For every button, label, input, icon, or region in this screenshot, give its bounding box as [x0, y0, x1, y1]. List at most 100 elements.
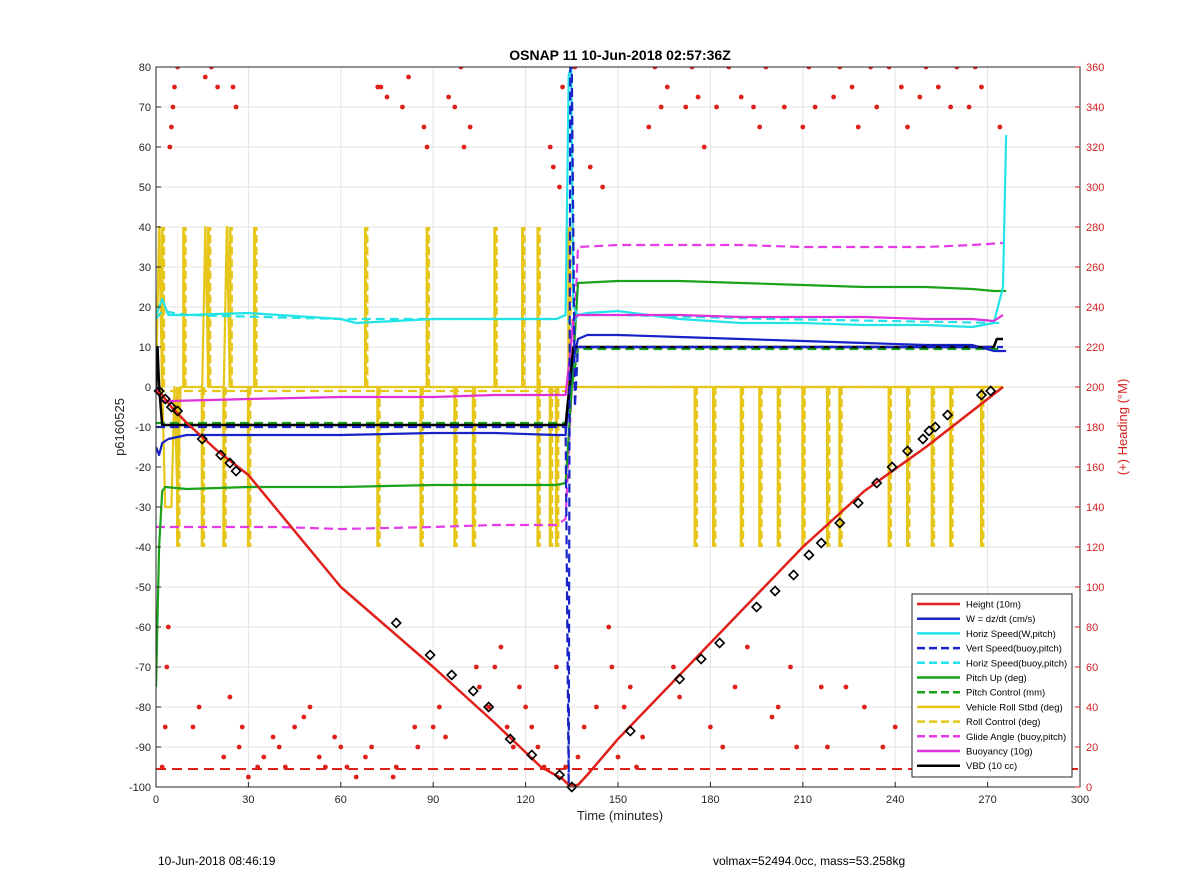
heading-point: [323, 764, 328, 770]
y2-tick-label: 40: [1086, 702, 1098, 714]
heading-point: [159, 764, 165, 770]
y-axis-right: 0 20 40 60 80 100 120 140 160 180 200 220 240 260 280 3…: [1075, 62, 1104, 794]
legend-label: Pitch Control (mm): [966, 688, 1045, 699]
heading-point: [557, 184, 562, 190]
y2-tick-label: 320: [1086, 142, 1104, 154]
heading-point: [307, 704, 313, 710]
heading-point: [917, 94, 923, 100]
heading-point: [868, 67, 873, 70]
heading-point: [255, 764, 261, 770]
heading-point: [563, 764, 569, 770]
heading-point: [923, 67, 929, 70]
y-tick-label: -90: [135, 742, 151, 754]
legend: Height (10m) W = dz/dt (cm/s) Horiz Speed(…: [911, 593, 1073, 778]
footer-volmax-mass: volmax=52494.0cc, mass=53.258kg: [713, 854, 906, 868]
heading-point: [621, 704, 627, 710]
heading-point: [554, 664, 559, 670]
y-tick-label: -50: [135, 582, 151, 594]
heading-point: [587, 164, 593, 170]
height-marker: [196, 433, 208, 445]
legend-label: Buoyancy (10g): [966, 747, 1033, 758]
x-tick-label: 150: [609, 794, 627, 806]
heading-point: [609, 664, 615, 670]
heading-point: [517, 684, 522, 690]
height-marker: [390, 617, 402, 629]
y-tick-label: 40: [139, 222, 151, 234]
height-marker: [985, 385, 997, 397]
legend-label: Pitch Up (deg): [966, 673, 1027, 684]
y2-tick-label: 20: [1086, 742, 1098, 754]
heading-point: [935, 84, 941, 90]
heading-point: [436, 704, 442, 710]
height-marker: [165, 401, 178, 413]
heading-point: [708, 724, 713, 730]
height-marker: [215, 449, 227, 461]
heading-point: [575, 754, 581, 760]
heading-point: [744, 644, 750, 650]
height-marker: [553, 769, 566, 781]
heading-point: [477, 684, 482, 690]
heading-point: [276, 744, 282, 750]
height-markers: [153, 385, 997, 793]
heading-point: [855, 124, 861, 130]
heading-point: [849, 84, 855, 90]
height-marker: [224, 457, 236, 469]
y-axis-left: -100-90-80-70-60-50-40-30-20-10010203040…: [129, 62, 161, 794]
height-marker: [230, 465, 242, 477]
height-marker: [624, 725, 636, 737]
heading-point: [167, 144, 173, 150]
heading-point: [169, 124, 174, 130]
y-tick-label: -70: [135, 662, 151, 674]
legend-label: Horiz Speed(W,pitch): [966, 629, 1056, 640]
heading-point: [165, 624, 171, 630]
heading-point: [535, 744, 541, 750]
y2-tick-label: 0: [1086, 782, 1092, 794]
heading-point: [763, 67, 769, 70]
heading-point: [467, 124, 473, 130]
heading-point: [523, 704, 528, 710]
heading-point: [458, 67, 464, 70]
heading-point: [806, 67, 812, 70]
y-tick-label: 70: [139, 102, 151, 114]
y2-tick-label: 100: [1086, 582, 1104, 594]
y-tick-label: -100: [129, 782, 151, 794]
heading-point: [227, 694, 233, 700]
height-marker: [467, 685, 479, 697]
heading-point: [606, 624, 612, 630]
heading-point: [316, 754, 322, 760]
heading-point: [239, 724, 245, 730]
heading-point: [170, 104, 176, 110]
y2-tick-label: 280: [1086, 222, 1104, 234]
heading-point: [406, 74, 411, 80]
heading-point: [825, 744, 830, 750]
heading-point: [788, 664, 793, 670]
heading-point: [646, 124, 652, 130]
y2-tick-label: 260: [1086, 262, 1104, 274]
heading-point: [892, 724, 898, 730]
heading-point: [671, 664, 676, 670]
x-tick-label: 270: [978, 794, 996, 806]
heading-point: [794, 744, 800, 750]
y-tick-label: 10: [139, 342, 151, 354]
heading-point: [430, 724, 436, 730]
heading-point: [600, 184, 605, 190]
x-tick-label: 90: [427, 794, 439, 806]
legend-label: Height (10m): [966, 600, 1021, 611]
heading-point: [905, 124, 910, 130]
heading-point: [581, 724, 587, 730]
height-marker: [159, 393, 171, 405]
heading-point: [378, 84, 384, 90]
heading-point: [529, 724, 535, 730]
heading-point: [954, 67, 960, 70]
heading-point: [246, 774, 251, 780]
heading-point: [452, 104, 458, 110]
x-tick-label: 30: [242, 794, 254, 806]
height-marker: [941, 409, 954, 421]
height-marker: [803, 549, 815, 561]
height-marker: [871, 477, 883, 489]
legend-label: Vehicle Roll Stbd (deg): [966, 702, 1063, 713]
y2-tick-label: 360: [1086, 62, 1104, 74]
heading-point: [344, 764, 350, 770]
series-layer: [156, 67, 1080, 787]
